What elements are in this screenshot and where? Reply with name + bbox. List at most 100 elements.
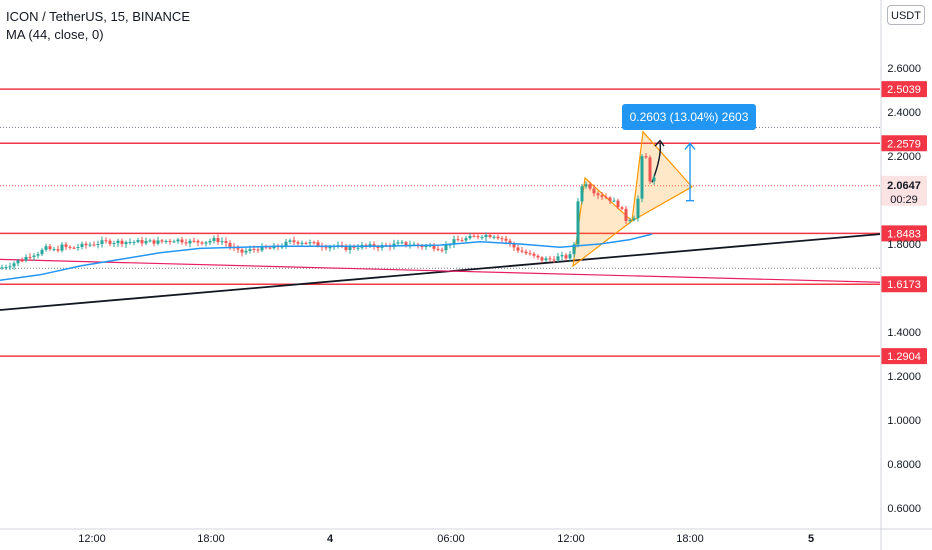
- candle-body: [164, 240, 168, 242]
- candle-body: [284, 241, 288, 247]
- candle-body: [108, 240, 112, 244]
- candle-body: [208, 240, 212, 243]
- candle-body: [636, 198, 640, 219]
- candle-body: [648, 157, 652, 182]
- level-price-badge: [881, 276, 927, 293]
- candle-body: [472, 235, 476, 237]
- chart-legend: ICON / TetherUS, 15, BINANCE MA (44, clo…: [6, 8, 190, 44]
- candle-body: [616, 200, 620, 208]
- candle-body: [508, 240, 512, 244]
- candle-body: [144, 241, 148, 244]
- candle-body: [68, 246, 72, 248]
- candle-body: [132, 241, 136, 243]
- candle-body: [580, 186, 584, 202]
- candle-body: [440, 249, 444, 251]
- candle-body: [376, 246, 380, 248]
- candle-body: [540, 257, 544, 261]
- candle-body: [488, 235, 492, 238]
- candle-body: [400, 242, 404, 244]
- candle-body: [464, 238, 468, 241]
- candle-body: [468, 235, 472, 239]
- candle-body: [24, 256, 28, 261]
- candle-body: [524, 251, 528, 254]
- candle-body: [436, 248, 440, 250]
- candle-body: [608, 197, 612, 201]
- candle-body: [432, 245, 436, 249]
- candle-body: [252, 249, 256, 251]
- candle-body: [36, 254, 40, 256]
- candle-body: [448, 244, 452, 246]
- candle-body: [364, 244, 368, 246]
- candle-body: [484, 235, 488, 238]
- candle-body: [124, 242, 128, 244]
- y-tick-label: 1.4000: [887, 327, 921, 339]
- candle-body: [588, 184, 592, 189]
- last-price-badge: [881, 175, 927, 206]
- candle-body: [624, 208, 628, 222]
- candle-body: [424, 245, 428, 248]
- candle-body: [156, 240, 160, 244]
- candle-body: [640, 156, 644, 199]
- y-tick-label: 2.2000: [887, 151, 921, 163]
- measure-arrow-head: [684, 142, 696, 150]
- projection-arrow-head: [654, 139, 665, 147]
- candle-body: [500, 238, 504, 240]
- candle-body: [308, 242, 312, 244]
- candle-body: [512, 243, 516, 248]
- candle-body: [420, 245, 424, 248]
- candle-body: [600, 195, 604, 197]
- candle-body: [552, 259, 556, 261]
- level-price-label: 1.6173: [887, 279, 921, 291]
- candle-body: [116, 240, 120, 244]
- grid-layer: [0, 126, 880, 269]
- candle-body: [200, 242, 204, 244]
- candle-body: [644, 156, 648, 158]
- candle-body: [620, 207, 624, 209]
- candle-body: [192, 240, 196, 242]
- candle-body: [368, 244, 372, 246]
- x-tick-label: 5: [808, 533, 814, 545]
- candle-body: [316, 242, 320, 247]
- candle-body: [528, 253, 532, 255]
- candle-body: [32, 255, 36, 257]
- candle-body: [40, 249, 44, 255]
- y-tick-label: 2.6000: [887, 63, 921, 75]
- candle-body: [632, 218, 636, 221]
- level-lines: 2.5039 2.2579 1.8483 1.6173 1.2904 2.0647 00:2…: [0, 81, 927, 365]
- ascending-trend-line: [0, 233, 881, 311]
- candle-body: [452, 239, 456, 245]
- candle-body: [136, 240, 140, 242]
- candle-body: [228, 242, 232, 247]
- candle-body: [204, 242, 208, 244]
- candle-body: [88, 244, 92, 246]
- candle-body: [0, 267, 4, 269]
- candle-body: [220, 241, 224, 243]
- candle-body: [492, 236, 496, 238]
- x-tick-label: 06:00: [437, 533, 465, 545]
- candle-body: [196, 240, 200, 243]
- candle-body: [20, 260, 24, 262]
- candle-body: [140, 240, 144, 244]
- candle-body: [248, 249, 252, 251]
- candle-body: [572, 244, 576, 255]
- candle-body: [476, 236, 480, 238]
- y-tick-label: 1.0000: [887, 415, 921, 427]
- x-tick-label: 12:00: [557, 533, 585, 545]
- candles: [0, 153, 656, 271]
- candle-body: [548, 258, 552, 260]
- candle-body: [592, 188, 596, 194]
- currency-button[interactable]: USDT: [887, 5, 925, 25]
- candle-body: [352, 246, 356, 248]
- candle-body: [568, 254, 572, 259]
- candle-body: [92, 244, 96, 246]
- candle-body: [564, 255, 568, 259]
- candle-body: [28, 256, 32, 258]
- candle-body: [356, 247, 360, 249]
- candle-body: [396, 242, 400, 244]
- candle-body: [52, 249, 56, 251]
- y-tick-label: 0.6000: [887, 503, 921, 515]
- candle-body: [576, 201, 580, 245]
- candle-body: [44, 246, 48, 250]
